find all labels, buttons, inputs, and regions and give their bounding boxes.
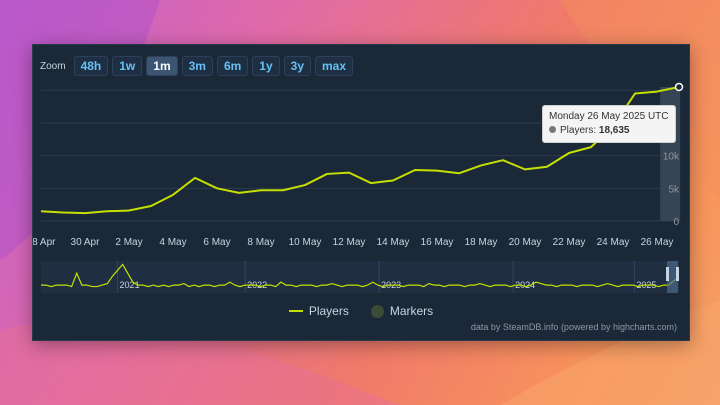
- zoom-1m-button[interactable]: 1m: [146, 56, 178, 76]
- x-tick-label-6: 10 May: [289, 237, 322, 248]
- zoom-label: Zoom: [40, 60, 66, 72]
- navigator-series-line: [41, 263, 680, 288]
- zoom-bar: Zoom 48h 1w 1m 3m 6m 1y 3y max: [40, 56, 354, 76]
- navigator-year-label-3: 2024: [515, 280, 535, 290]
- tooltip-series-dot-icon: [549, 126, 556, 133]
- navigator-left-handle[interactable]: [666, 267, 669, 281]
- x-tick-label-14: 26 May: [641, 237, 674, 248]
- x-tick-label-12: 22 May: [553, 237, 586, 248]
- navigator-year-label-0: 2021: [120, 280, 140, 290]
- navigator-background: [41, 261, 679, 293]
- chart-legend: Players Markers: [33, 304, 689, 318]
- x-tick-label-9: 16 May: [421, 237, 454, 248]
- x-tick-label-11: 20 May: [509, 237, 542, 248]
- tooltip-series-label: Players:: [560, 125, 597, 136]
- players-swatch-icon: [288, 310, 303, 312]
- legend-markers-label: Markers: [389, 304, 434, 318]
- players-series-line[interactable]: [40, 86, 680, 215]
- zoom-1y-button[interactable]: 1y: [252, 56, 280, 76]
- steamdb-chart-panel: Zoom 48h 1w 1m 3m 6m 1y 3y max 0 5k 10k 28…: [32, 44, 690, 341]
- x-tick-label-7: 12 May: [333, 237, 366, 248]
- zoom-1w-button[interactable]: 1w: [112, 56, 143, 76]
- legend-players-label: Players: [308, 304, 349, 318]
- navigator-right-handle[interactable]: [676, 267, 679, 281]
- x-tick-label-2: 2 May: [115, 237, 142, 248]
- tooltip-value: 18,635: [598, 125, 630, 136]
- zoom-3m-button[interactable]: 3m: [181, 56, 213, 76]
- x-tick-label-10: 18 May: [465, 237, 498, 248]
- y-axis-labels: 0 5k 10k: [663, 152, 680, 228]
- legend-item-markers[interactable]: Markers: [370, 304, 434, 318]
- x-tick-label-1: 30 Apr: [71, 237, 101, 248]
- x-tick-label-3: 4 May: [159, 237, 186, 248]
- zoom-3y-button[interactable]: 3y: [283, 56, 312, 76]
- zoom-48h-button[interactable]: 48h: [73, 56, 109, 76]
- x-tick-label-0: 28 Apr: [33, 237, 56, 248]
- y-tick-label-2: 10k: [663, 152, 680, 163]
- hover-point-marker: [674, 82, 684, 92]
- tooltip-date: Monday 26 May 2025 UTC: [549, 111, 669, 122]
- markers-swatch-icon: [370, 304, 384, 318]
- y-tick-label-1: 5k: [668, 184, 680, 195]
- chart-tooltip: Monday 26 May 2025 UTC Players: 18,635: [542, 105, 676, 143]
- navigator-chart[interactable]: 2021 2022 2023 2024 2025: [33, 259, 689, 299]
- y-tick-label-0: 0: [673, 217, 679, 228]
- x-tick-label-13: 24 May: [597, 237, 630, 248]
- x-tick-label-5: 8 May: [247, 237, 274, 248]
- x-axis-labels: 28 Apr 30 Apr 2 May 4 May 6 May 8 May 10 May 12…: [33, 237, 673, 248]
- x-tick-label-8: 14 May: [377, 237, 410, 248]
- zoom-max-button[interactable]: max: [315, 56, 354, 76]
- players-line-chart[interactable]: 0 5k 10k 28 Apr 30 Apr 2 May 4 May 6 May 8 May 1…: [33, 45, 689, 260]
- navigator-range-selector[interactable]: [667, 261, 678, 293]
- data-credit[interactable]: data by SteamDB.info (powered by highcha…: [470, 322, 677, 332]
- zoom-6m-button[interactable]: 6m: [216, 56, 249, 76]
- x-tick-label-4: 6 May: [203, 237, 230, 248]
- legend-item-players[interactable]: Players: [288, 304, 349, 318]
- tooltip-row: Players: 18,635: [549, 124, 669, 138]
